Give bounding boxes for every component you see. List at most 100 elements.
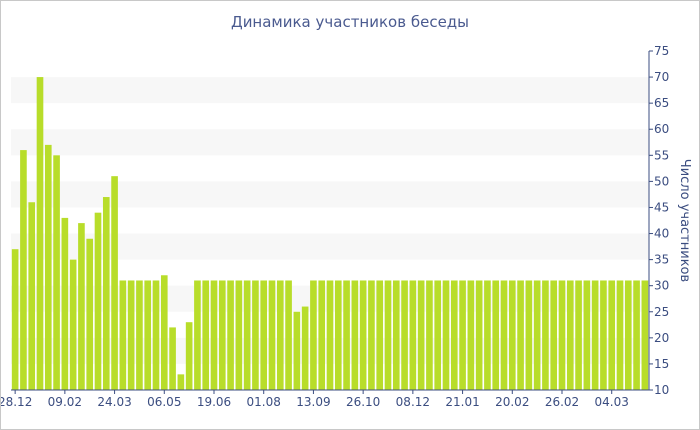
- bar: [624, 280, 632, 390]
- x-tick-label: 26.02: [545, 395, 579, 409]
- grid-band: [11, 129, 649, 156]
- bar: [434, 280, 442, 390]
- chart-title: Динамика участников беседы: [230, 13, 470, 31]
- y-tick-label: 35: [654, 253, 669, 267]
- bar: [69, 259, 77, 390]
- bar: [102, 197, 110, 390]
- y-tick-label: 70: [654, 70, 669, 84]
- y-tick-label: 45: [654, 200, 669, 214]
- y-tick-label: 25: [654, 305, 669, 319]
- x-tick-label: 24.03: [97, 395, 131, 409]
- y-tick-label: 55: [654, 148, 669, 162]
- grid-band: [11, 77, 649, 104]
- bar: [426, 280, 433, 390]
- bar: [152, 280, 160, 390]
- y-tick-label: 65: [654, 96, 669, 110]
- bar: [243, 280, 251, 390]
- bar: [633, 280, 640, 390]
- bar: [20, 150, 27, 390]
- bar: [575, 280, 582, 390]
- bar: [127, 280, 135, 390]
- bar: [533, 280, 541, 390]
- y-tick-label: 20: [654, 331, 669, 345]
- y-tick-label: 40: [654, 227, 669, 241]
- bar: [351, 280, 359, 390]
- bar: [409, 280, 417, 390]
- bar: [252, 280, 259, 390]
- bar: [111, 176, 118, 390]
- bar: [260, 280, 268, 390]
- bar: [169, 327, 176, 390]
- bar: [218, 280, 226, 390]
- x-tick-label: 09.02: [48, 395, 82, 409]
- y-tick-label: 10: [654, 383, 669, 397]
- bar: [500, 280, 508, 390]
- bar: [119, 280, 127, 390]
- bar: [600, 280, 607, 390]
- bar: [210, 280, 218, 390]
- y-tick-label: 30: [654, 279, 669, 293]
- bar: [442, 280, 450, 390]
- bar: [450, 280, 458, 390]
- bar: [368, 280, 375, 390]
- bar: [293, 311, 301, 390]
- y-tick-label: 60: [654, 122, 669, 136]
- bar: [310, 280, 317, 390]
- bar: [61, 217, 69, 390]
- bar: [160, 275, 168, 390]
- x-tick-label: 08.12: [396, 395, 430, 409]
- bar: [475, 280, 483, 390]
- bar: [94, 212, 102, 390]
- bar: [566, 280, 574, 390]
- x-tick-label: 28.12: [1, 395, 32, 409]
- x-tick-label: 20.02: [495, 395, 529, 409]
- y-axis-label: Число участников: [677, 159, 692, 282]
- bar: [517, 280, 524, 390]
- bar: [235, 280, 243, 390]
- bar: [326, 280, 334, 390]
- y-tick-label: 50: [654, 174, 669, 188]
- bar: [616, 280, 624, 390]
- bar: [608, 280, 616, 390]
- x-tick-label: 26.10: [346, 395, 380, 409]
- bar: [467, 280, 475, 390]
- x-tick-label: 01.08: [247, 395, 281, 409]
- bar: [550, 280, 558, 390]
- bar: [525, 280, 533, 390]
- bar: [591, 280, 599, 390]
- bar: [401, 280, 408, 390]
- bar: [641, 280, 649, 390]
- y-tick-label: 75: [654, 44, 669, 58]
- y-tick-label: 15: [654, 357, 669, 371]
- bar: [417, 280, 425, 390]
- bar: [484, 280, 491, 390]
- bar: [44, 144, 52, 390]
- bar: [301, 306, 309, 390]
- bar: [492, 280, 500, 390]
- bar: [268, 280, 276, 390]
- bar: [376, 280, 384, 390]
- bar: [583, 280, 591, 390]
- bar: [177, 374, 185, 390]
- bar: [36, 77, 44, 391]
- bar: [144, 280, 152, 390]
- bar: [384, 280, 392, 390]
- bar: [28, 202, 36, 390]
- bar: [136, 280, 143, 390]
- bar: [185, 322, 193, 390]
- bar: [11, 249, 19, 390]
- bar: [392, 280, 400, 390]
- x-tick-label: 13.09: [296, 395, 330, 409]
- bar: [508, 280, 516, 390]
- x-tick-label: 21.01: [445, 395, 479, 409]
- bar: [285, 280, 292, 390]
- bar: [359, 280, 367, 390]
- bar: [343, 280, 350, 390]
- bar: [334, 280, 342, 390]
- bar: [194, 280, 201, 390]
- bar: [86, 238, 94, 390]
- x-tick-label: 06.05: [147, 395, 181, 409]
- x-tick-label: 19.06: [197, 395, 231, 409]
